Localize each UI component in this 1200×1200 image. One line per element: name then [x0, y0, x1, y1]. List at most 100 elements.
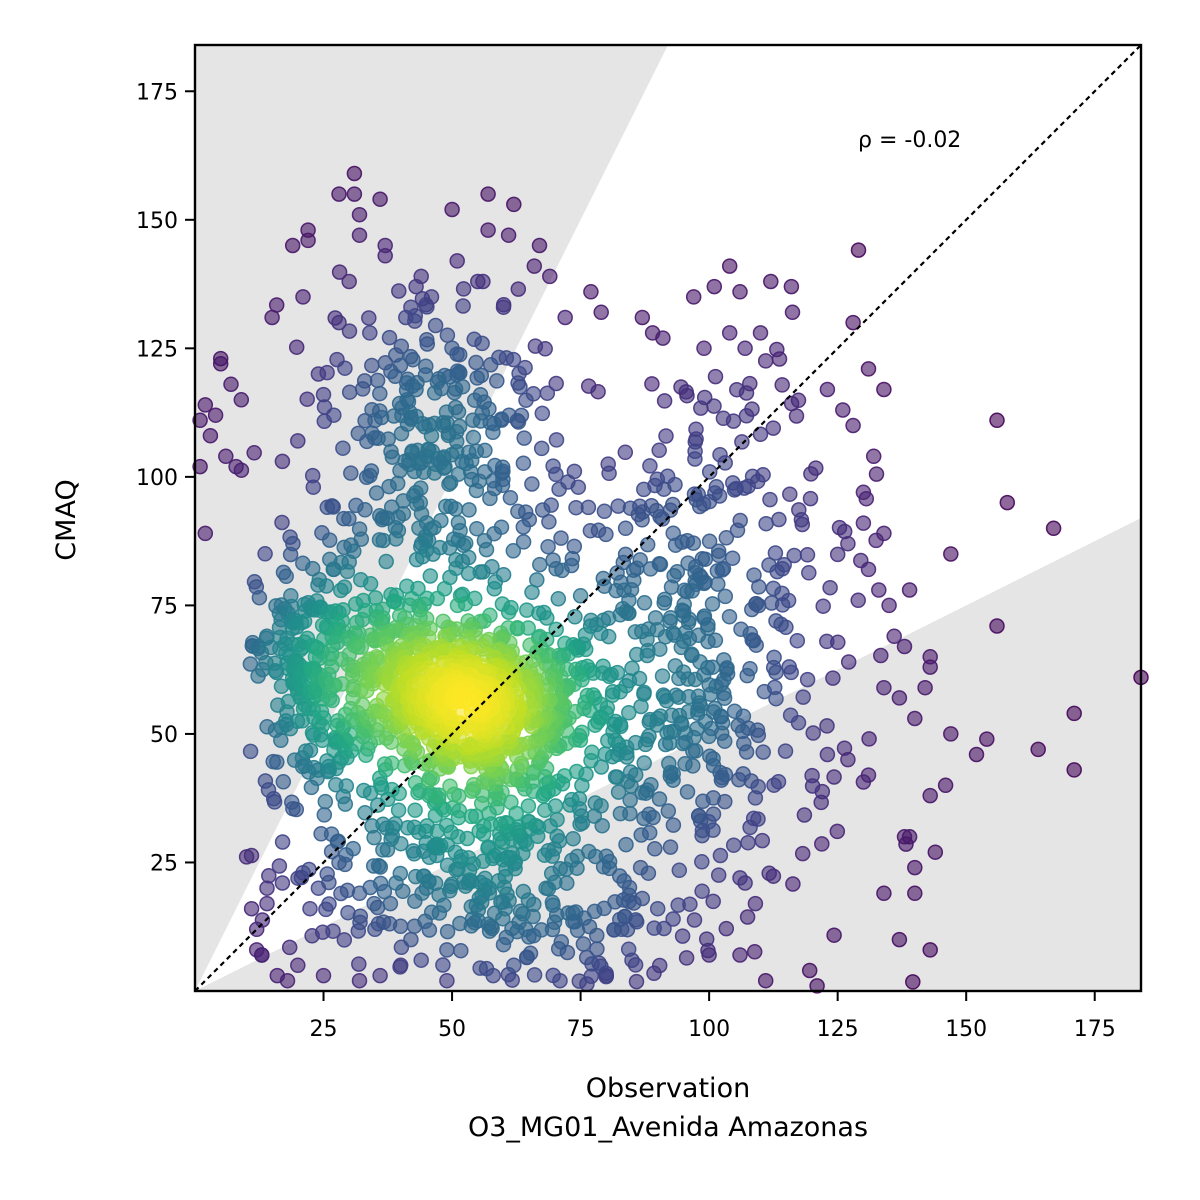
data-point [317, 793, 334, 810]
data-point [901, 582, 918, 598]
data-point [702, 748, 718, 764]
data-point [815, 598, 831, 614]
data-point [325, 499, 341, 515]
data-point [502, 489, 519, 506]
data-point [357, 805, 373, 821]
data-point [610, 784, 627, 800]
x-axis-label: Observation [586, 1073, 750, 1104]
data-point [449, 346, 465, 362]
data-point [353, 531, 370, 547]
data-point [621, 704, 637, 721]
data-point [372, 191, 388, 207]
data-point [803, 466, 819, 482]
data-point [907, 885, 923, 902]
y-tick-label: 100 [136, 466, 178, 491]
data-point [836, 740, 853, 756]
data-point [353, 639, 370, 655]
data-point [539, 385, 556, 401]
data-point [466, 331, 482, 348]
data-point [721, 258, 738, 274]
data-point [584, 744, 600, 761]
data-point [761, 557, 777, 573]
data-point [744, 601, 760, 618]
data-point [628, 973, 645, 990]
data-point [381, 329, 398, 346]
data-point [845, 417, 861, 434]
data-point [274, 875, 291, 891]
data-point [606, 716, 623, 733]
data-point [469, 370, 485, 386]
data-point [755, 744, 771, 760]
data-point [726, 703, 743, 719]
data-point [284, 794, 300, 810]
data-point [641, 714, 658, 730]
data-point [788, 408, 805, 424]
data-point [757, 353, 774, 369]
data-point [922, 659, 938, 675]
data-point [407, 775, 424, 791]
data-point [218, 448, 234, 465]
data-point [730, 717, 746, 734]
data-point [534, 502, 551, 518]
data-point [674, 928, 691, 944]
data-point [922, 787, 938, 804]
y-axis-ticks: 25 50 75 100 125 150 175 [136, 80, 195, 876]
data-point [351, 972, 368, 989]
x-axis-sublabel: O3_MG01_Avenida Amazonas [468, 1112, 868, 1143]
data-point [537, 802, 553, 818]
data-point [246, 445, 262, 461]
data-point [632, 859, 649, 876]
data-point [541, 514, 557, 530]
data-point [438, 817, 455, 834]
data-point [618, 836, 634, 853]
data-point [257, 546, 273, 562]
data-point [620, 941, 637, 958]
data-point [345, 840, 361, 857]
data-point [634, 512, 650, 528]
data-point [819, 633, 835, 650]
data-point [548, 432, 565, 448]
data-point [403, 931, 419, 948]
x-tick-label: 150 [945, 1017, 987, 1042]
data-point [372, 859, 389, 875]
data-point [799, 547, 816, 563]
data-point [752, 325, 769, 341]
data-point [299, 391, 315, 407]
data-point [407, 313, 423, 329]
data-point [729, 522, 746, 539]
data-point [388, 531, 404, 547]
data-point [352, 908, 369, 924]
correlation-annotation: ρ = -0.02 [858, 128, 961, 153]
data-point [486, 581, 503, 597]
data-point [269, 754, 285, 770]
data-point [601, 465, 617, 482]
data-point [548, 375, 564, 392]
data-point [319, 364, 335, 381]
data-point [617, 444, 634, 461]
data-point [819, 381, 836, 398]
data-point [372, 875, 389, 892]
data-point [542, 268, 558, 285]
data-point [671, 862, 688, 879]
data-point [568, 499, 584, 516]
data-point [449, 253, 465, 269]
data-point [786, 547, 802, 564]
data-point [654, 511, 671, 527]
data-point [384, 755, 400, 771]
data-point [354, 381, 371, 397]
data-point [840, 654, 857, 670]
data-point [469, 520, 485, 537]
data-point [449, 597, 466, 614]
data-point [274, 834, 291, 850]
data-point [533, 922, 550, 938]
data-point [405, 351, 421, 368]
data-point [243, 847, 260, 864]
data-point [254, 912, 271, 928]
data-point [716, 652, 732, 668]
x-tick-label: 25 [310, 1017, 338, 1042]
data-point [865, 448, 882, 465]
data-point [446, 384, 463, 401]
data-point [701, 464, 718, 480]
data-point [656, 595, 672, 611]
